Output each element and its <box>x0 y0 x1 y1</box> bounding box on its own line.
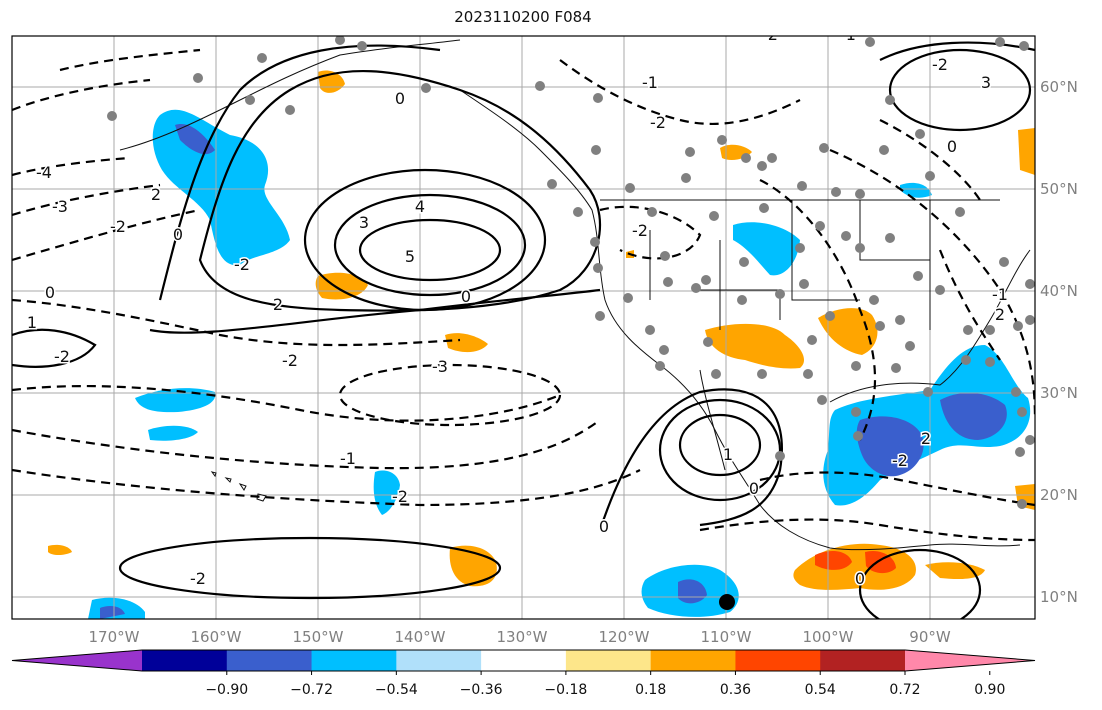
contour-label: 0 <box>461 287 471 306</box>
lat-label: 20°N <box>1040 486 1078 504</box>
contour-label: 2 <box>995 305 1005 324</box>
lon-label: 90°W <box>909 628 951 646</box>
contour-label: -2 <box>650 113 666 132</box>
lat-axis: 60°N 50°N 40°N 30°N 20°N 10°N <box>1040 78 1078 606</box>
station-markers <box>107 36 1035 509</box>
lon-label: 100°W <box>803 628 854 646</box>
contour-label: 2 <box>151 185 161 204</box>
contour-label: -2 <box>632 221 648 240</box>
lon-label: 160°W <box>191 628 242 646</box>
colorbar-segment <box>481 650 567 671</box>
positive-anomaly-fills <box>48 70 1035 590</box>
contour-label: 1 <box>723 445 733 464</box>
contour-label: -1 <box>840 25 856 44</box>
contour-label: 4 <box>415 197 425 216</box>
contour-label: -1 <box>642 73 658 92</box>
lat-label: 60°N <box>1040 78 1078 96</box>
contour-label: 2 <box>273 295 283 314</box>
colorbar-segment <box>735 650 821 671</box>
lon-label: 120°W <box>599 628 650 646</box>
contour-label: 3 <box>981 73 991 92</box>
contour-label: -2 <box>234 255 250 274</box>
storm-center-marker <box>719 594 735 610</box>
contour-label: -1 <box>992 285 1008 304</box>
colorbar-segment <box>311 650 397 671</box>
contour-label: 0 <box>173 225 183 244</box>
colorbar-tick-label: 0.36 <box>720 682 751 698</box>
colorbar-tick-label: −0.36 <box>460 682 503 698</box>
contour-label: 5 <box>405 247 415 266</box>
contour-label: 0 <box>947 137 957 156</box>
colorbar-outline <box>11 649 1036 672</box>
contour-label: -2 <box>762 25 778 44</box>
contour-label: -2 <box>54 347 70 366</box>
colorbar-tick-label: −0.54 <box>375 682 418 698</box>
contour-label: -4 <box>36 163 52 182</box>
lon-label: 130°W <box>497 628 548 646</box>
graticule <box>12 36 1035 619</box>
colorbar-tick-label: 0.72 <box>889 682 920 698</box>
colorbar-segment <box>142 650 228 671</box>
colorbar-min-arrow <box>12 650 142 671</box>
lon-label: 170°W <box>89 628 140 646</box>
contour-label: 0 <box>45 283 55 302</box>
contour-label: -2 <box>282 351 298 370</box>
colorbar-tick-label: 0.90 <box>974 682 1005 698</box>
contour-label: 3 <box>359 213 369 232</box>
lon-label: 140°W <box>395 628 446 646</box>
contour-label: -2 <box>392 487 408 506</box>
contour-label: 0 <box>749 479 759 498</box>
contour-label: -2 <box>932 55 948 74</box>
lat-label: 40°N <box>1040 282 1078 300</box>
map-title: 2023110200 F084 <box>454 8 592 26</box>
colorbar-tick-label: −0.72 <box>290 682 333 698</box>
negative-anomaly-fills <box>88 109 1031 619</box>
lon-label: 150°W <box>293 628 344 646</box>
colorbar-segment <box>650 650 736 671</box>
colorbar-tick-label: −0.18 <box>544 682 587 698</box>
contour-label: -3 <box>432 357 448 376</box>
contour-label: 0 <box>599 517 609 536</box>
colorbar-max-arrow <box>905 650 1035 671</box>
lat-label: 10°N <box>1040 588 1078 606</box>
colorbar-segment <box>820 650 906 671</box>
contour-label: -2 <box>110 217 126 236</box>
contour-label: -3 <box>52 197 68 216</box>
contour-label: 2 <box>921 429 931 448</box>
positive-contours <box>12 41 1035 619</box>
contour-label: -2 <box>892 451 908 470</box>
negative-contours <box>12 48 1035 542</box>
colorbar-segment <box>565 650 652 671</box>
contour-label: 0 <box>395 89 405 108</box>
contour-label: 0 <box>855 569 865 588</box>
colorbar-tick-label: 0.18 <box>635 682 666 698</box>
colorbar: −0.90 −0.72 −0.54 −0.36 −0.18 0.18 0.36 0.54 0.7… <box>11 649 1036 698</box>
colorbar-segment <box>396 650 482 671</box>
colorbar-tick-label: 0.54 <box>805 682 836 698</box>
colorbar-tick-label: −0.90 <box>205 682 248 698</box>
map-frame <box>11 35 1036 620</box>
contour-label: -1 <box>340 449 356 468</box>
colorbar-segment <box>226 650 313 671</box>
lon-axis: 170°W 160°W 150°W 140°W 130°W 120°W 110°… <box>89 628 951 646</box>
contour-label: 1 <box>27 313 37 332</box>
contour-label: -2 <box>190 569 206 588</box>
lat-label: 50°N <box>1040 180 1078 198</box>
lon-label: 110°W <box>701 628 752 646</box>
lat-label: 30°N <box>1040 384 1078 402</box>
